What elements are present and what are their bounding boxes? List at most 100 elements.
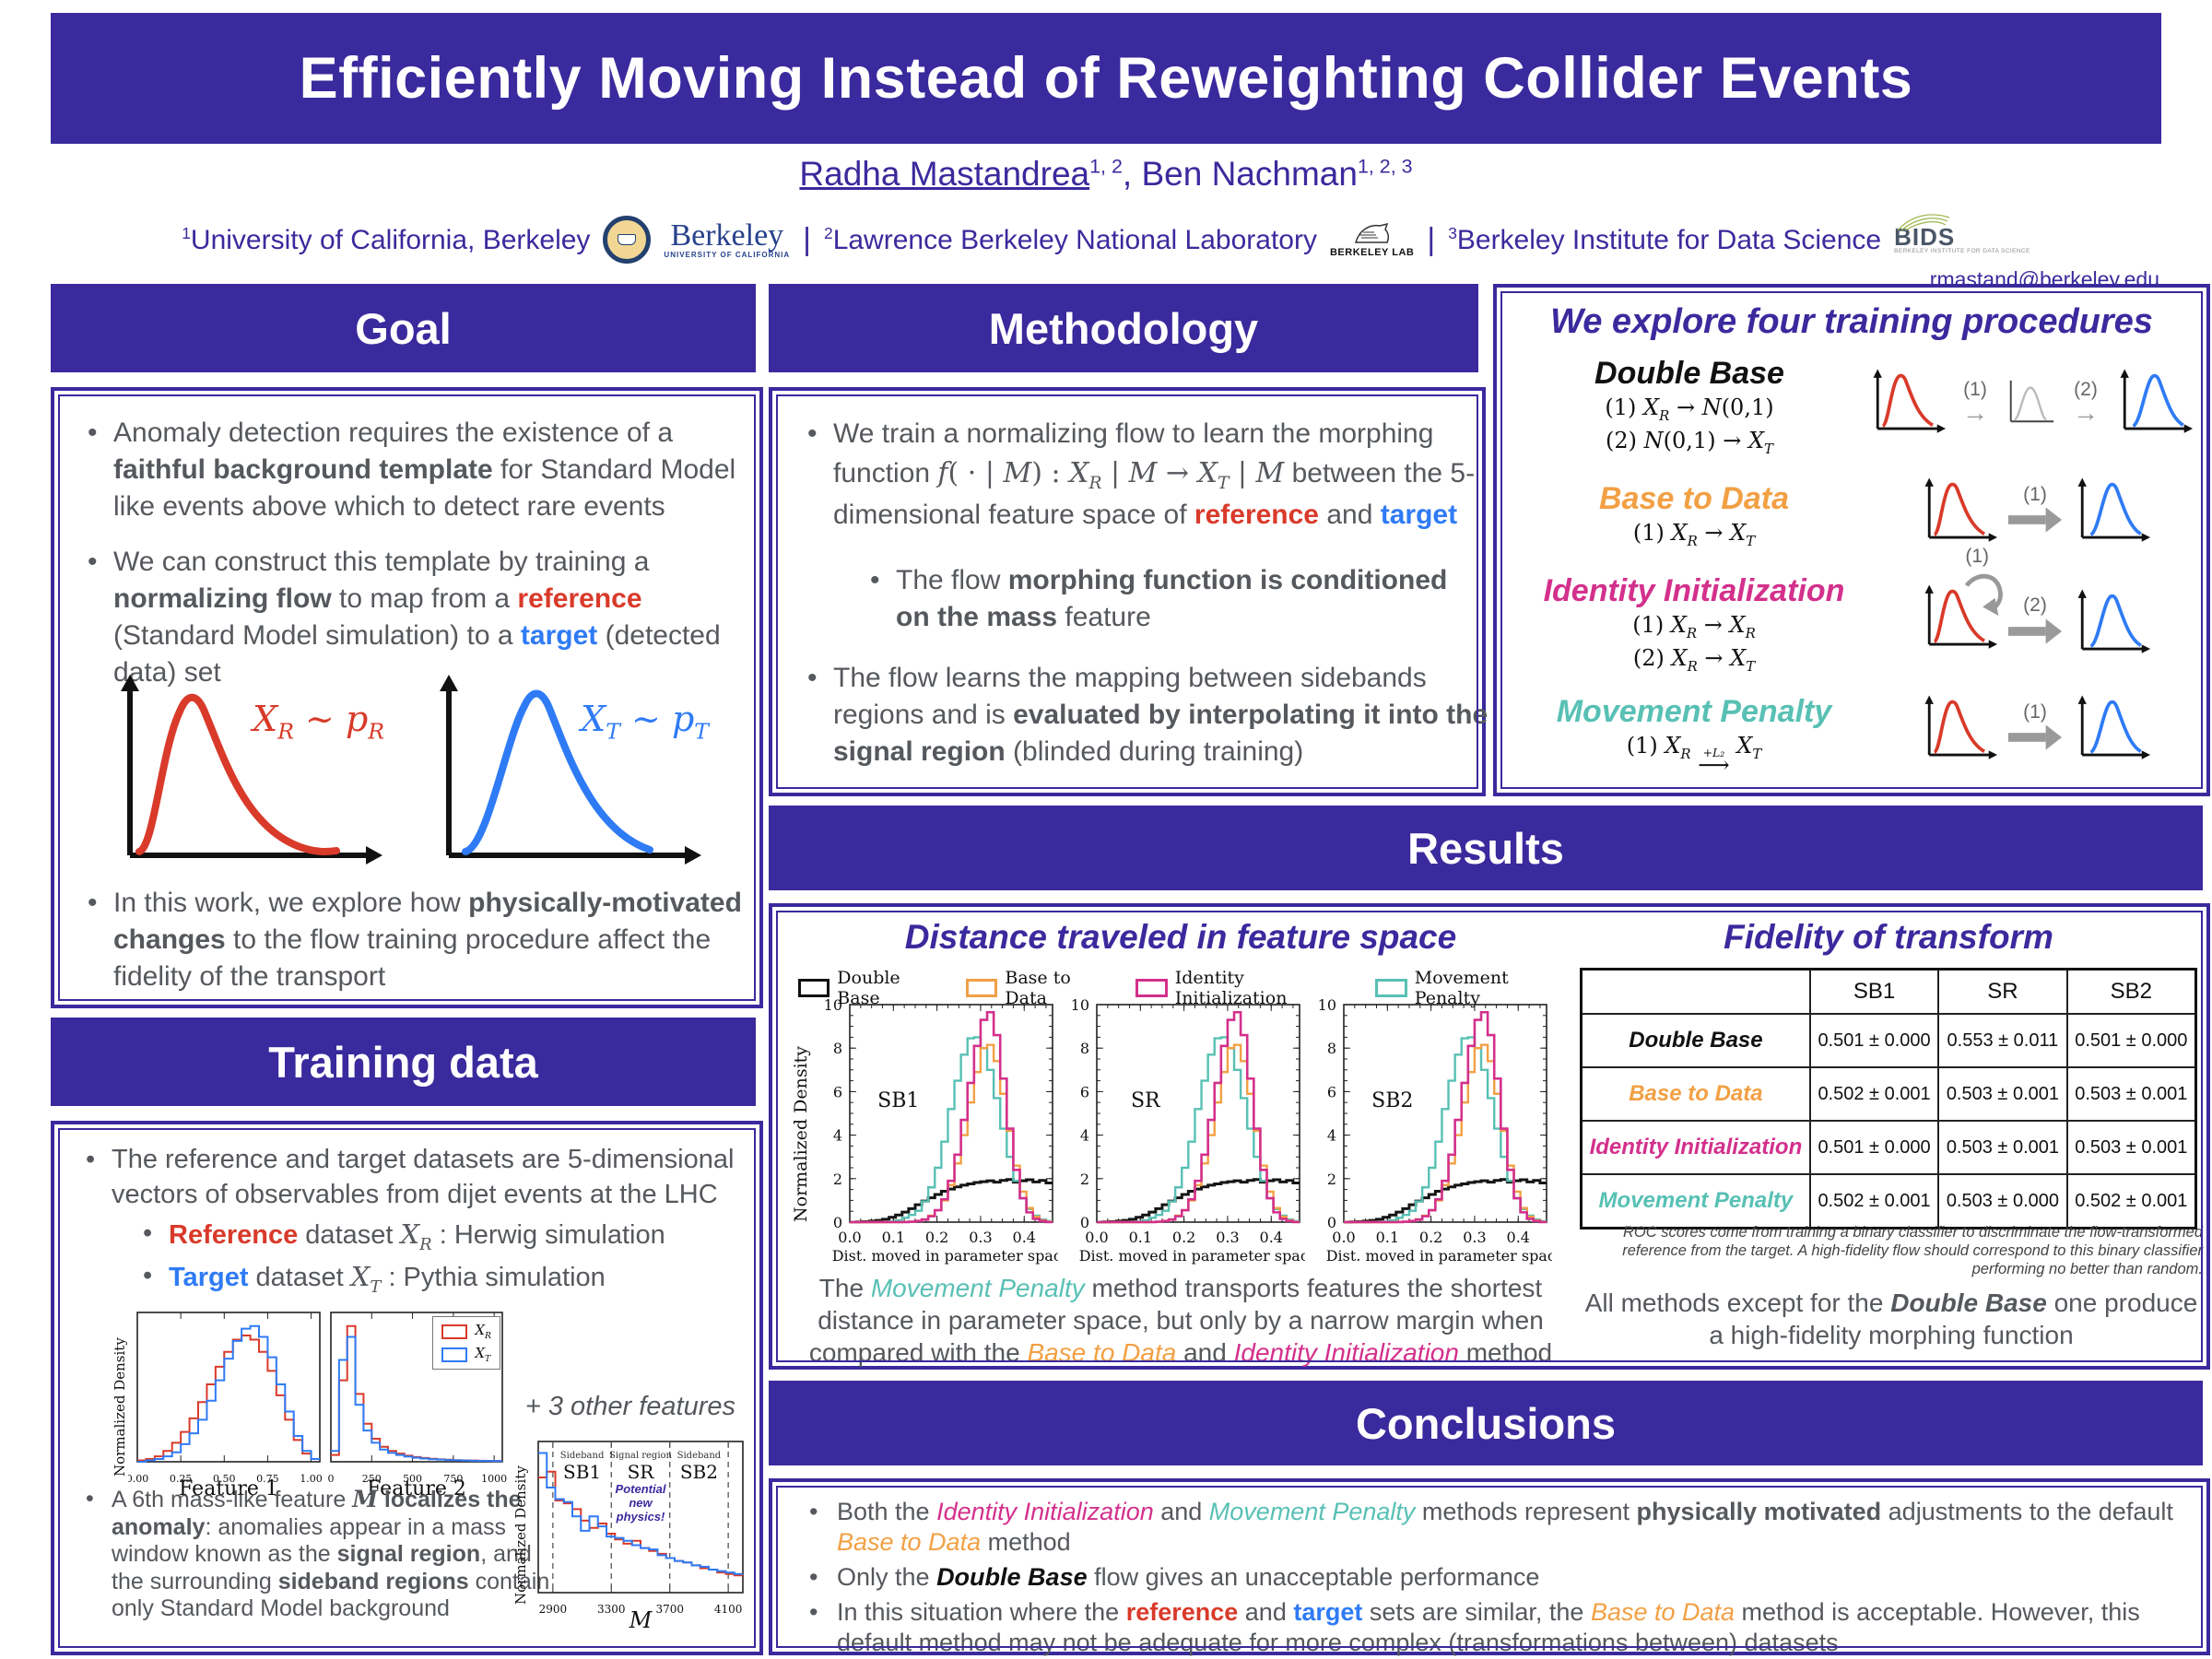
svg-text:0: 0 [833,1214,842,1231]
fat-arrow-icon [2007,618,2063,644]
table-row: Double Base 0.501 ± 0.000 0.553 ± 0.011 … [1580,1013,2197,1068]
blue-distribution-icon [2077,477,2151,542]
gaussian-base-icon [2009,380,2054,423]
blue-distribution-icon [2077,695,2151,759]
right-arrow-icon: → [2073,398,2099,427]
target-pdf-icon [440,675,701,865]
affiliation-ucb: 1University of California, Berkeley [182,223,591,255]
svg-text:0.4: 0.4 [1013,1229,1036,1246]
arrow-label: (2) [2023,594,2047,617]
training-data-header: Training data [51,1018,756,1106]
svg-text:new: new [629,1496,653,1510]
orange-swatch-icon [966,979,998,997]
goal-distribution-sketches: XR ~ pR XT ~ pT [102,673,711,879]
svg-text:2: 2 [1080,1171,1089,1188]
training-procedures-panel: We explore four training procedures Doub… [1493,284,2210,796]
bids-logo: BIDS BERKELEY INSTITUTE FOR DATA SCIENCE [1894,214,2030,255]
goal-header: Goal [51,284,756,372]
svg-text:SB2: SB2 [680,1461,718,1483]
feature-histograms: Normalized Density 0.00 0.25 0.50 0.75 1.00 F… [112,1307,508,1507]
svg-text:6: 6 [833,1083,842,1100]
red-distribution-icon [1924,695,1998,759]
methodology-panel: We train a normalizing flow to learn the… [769,387,1489,796]
svg-text:Dist. moved in parameter space: Dist. moved in parameter space [1326,1247,1552,1265]
svg-text:6: 6 [1080,1083,1089,1100]
mass-histogram-figure: Normalized Density 2900 3300 3700 4100 M Side… [512,1436,748,1635]
y-axis-label: Normalized Density [791,1045,811,1222]
arrow-label: (1) [1963,378,1987,400]
teal-swatch-icon [1375,979,1407,997]
table-row: Identity Initialization 0.501 ± 0.000 0.… [1580,1120,2197,1175]
procedures-title: We explore four training procedures [1550,302,2153,341]
svg-text:SB1: SB1 [877,1089,919,1112]
svg-text:0.3: 0.3 [969,1229,992,1246]
blue-swatch-icon [441,1347,468,1362]
procedure-name: Movement Penalty [1556,693,1832,729]
y-axis-label: Normalized Density [512,1465,529,1606]
berkeley-wordmark-logo: Berkeley UNIVERSITY OF CALIFORNIA [664,218,791,259]
table-row: Movement Penalty 0.502 ± 0.001 0.503 ± 0… [1580,1173,2197,1230]
distance-histograms: Normalized Density 0.0 0.1 0.2 0.3 0.4 0 2 4 6 8 1… [791,999,1552,1268]
legend-item-double-base: Double Base [798,968,942,1008]
svg-text:0.1: 0.1 [882,1229,905,1246]
goal-bullet-1: Anomaly detection requires the existence… [80,415,770,525]
distance-caption: The Movement Penalty method transports f… [808,1274,1553,1367]
fat-arrow-icon [2007,507,2063,533]
title-bar: Efficiently Moving Instead of Reweightin… [51,13,2161,144]
svg-text:250: 250 [362,1473,382,1485]
procedure-name: Double Base [1594,356,1784,392]
methodology-bullet-1: We train a normalizing flow to learn the… [800,415,1489,535]
svg-text:0.2: 0.2 [1419,1229,1442,1246]
goal-bullet-3: In this work, we explore how physically-… [80,885,770,995]
legend-item-xr: XR [441,1322,491,1341]
methodology-header: Methodology [769,284,1478,372]
black-swatch-icon [798,979,830,997]
self-arrow-icon [1964,573,2003,616]
blue-distribution-icon [2120,369,2194,433]
procedure-row-base-to-data: Base to Data (1) XR → XT (1) [1512,461,2194,570]
svg-text:2900: 2900 [539,1603,568,1616]
conclusions-panel: Both the Identity Initialization and Mov… [769,1478,2210,1658]
procedure-step: (1) XR → N(0,1) [1605,394,1774,424]
berkeley-lab-building-icon [1354,222,1389,243]
affiliations-line: 1University of California, Berkeley Berk… [0,214,2212,264]
feature-legend: XR XT [432,1316,500,1370]
training-reference-bullet: Reference dataset XR : Herwig simulation [135,1218,759,1254]
svg-text:3300: 3300 [597,1603,626,1616]
svg-text:Potential: Potential [616,1482,666,1496]
svg-text:0.3: 0.3 [1216,1229,1239,1246]
table-row: Base to Data 0.502 ± 0.001 0.503 ± 0.001… [1580,1066,2197,1122]
red-distribution-icon [1924,584,1998,649]
right-arrow-icon: → [1962,398,1988,427]
conclusion-bullet-3: In this situation where the reference an… [800,1597,2183,1658]
svg-text:1.00: 1.00 [300,1473,323,1485]
table-header-row: SB1 SR SB2 [1580,968,2197,1015]
svg-text:2: 2 [833,1171,842,1188]
conclusion-bullet-2: Only the Double Base flow gives an unacc… [800,1562,2183,1593]
svg-text:4100: 4100 [714,1603,743,1616]
affiliation-lbnl: 2Lawrence Berkeley National Laboratory [824,223,1317,255]
procedure-step: (1) XR → XT [1632,519,1756,549]
separator: | [1427,221,1436,257]
svg-text:0.4: 0.4 [1260,1229,1283,1246]
svg-text:0.75: 0.75 [256,1473,279,1485]
svg-text:0.0: 0.0 [1085,1229,1108,1246]
svg-text:3700: 3700 [655,1603,684,1616]
other-features-note: + 3 other features [524,1392,735,1421]
separator: | [803,221,812,257]
svg-text:8: 8 [1080,1040,1089,1057]
svg-text:0.1: 0.1 [1129,1229,1152,1246]
svg-text:0.0: 0.0 [838,1229,861,1246]
magenta-swatch-icon [1135,979,1168,997]
svg-text:SB1: SB1 [563,1461,601,1483]
procedure-step: (1) XR +L₂ ⟶ XT [1626,732,1762,779]
procedure-row-double-base: Double Base (1) XR → N(0,1) (2) N(0,1) →… [1512,352,2194,461]
svg-text:1000: 1000 [481,1473,507,1485]
conclusions-header: Conclusions [769,1381,2203,1465]
svg-text:SB2: SB2 [1371,1089,1413,1112]
reference-distribution-sketch: XR ~ pR [102,673,388,876]
procedure-row-identity-initialization: Identity Initialization (1) XR → XR (2) … [1512,546,2194,678]
svg-text:0: 0 [1080,1214,1089,1231]
